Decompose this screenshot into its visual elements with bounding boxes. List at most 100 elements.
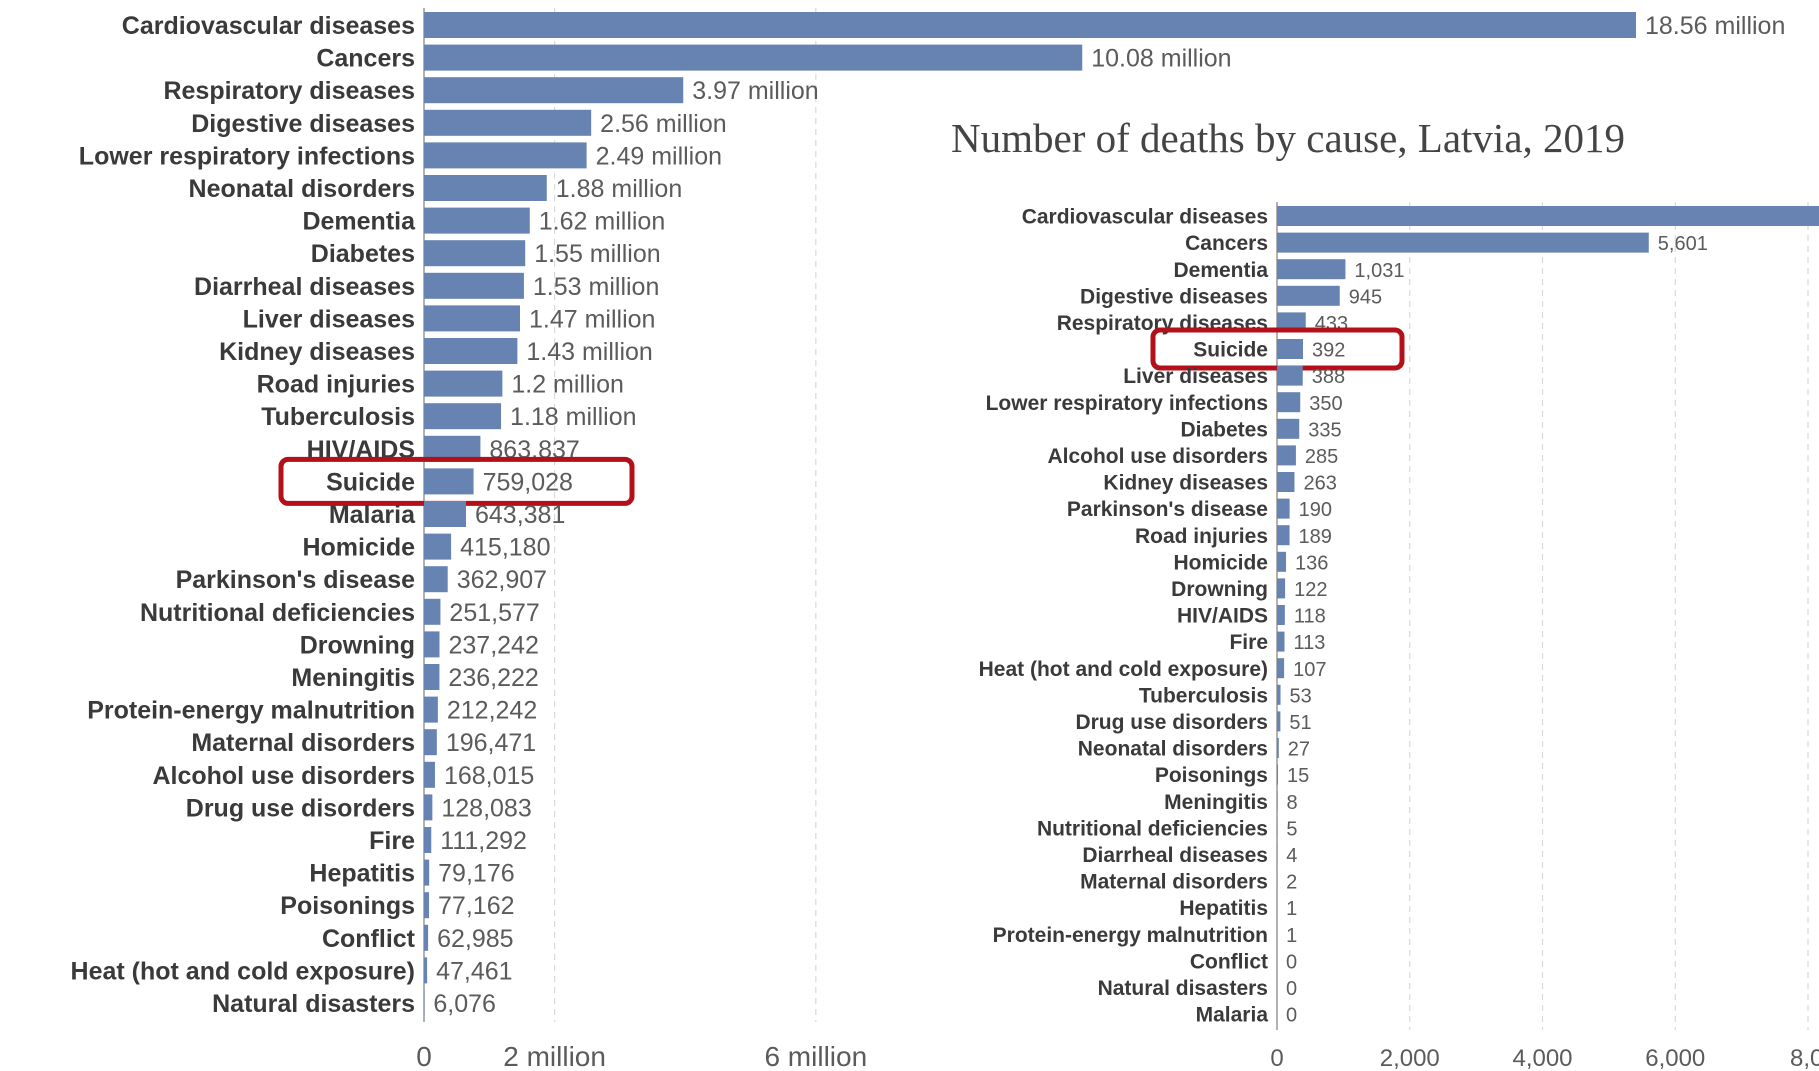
category-label: Liver diseases	[243, 305, 415, 333]
value-label: 388	[1312, 366, 1345, 388]
bar	[424, 566, 448, 593]
bar	[424, 598, 441, 625]
bar	[1277, 472, 1295, 492]
value-label: 1,031	[1354, 260, 1404, 282]
value-label: 8	[1287, 792, 1298, 814]
category-label: Parkinson's disease	[176, 566, 416, 594]
value-label: 15	[1287, 765, 1309, 787]
value-label: 350	[1309, 393, 1342, 415]
value-label: 415,180	[460, 534, 550, 562]
bar	[424, 272, 524, 299]
category-label: Malaria	[1196, 1004, 1269, 1027]
category-label: Homicide	[302, 534, 415, 562]
category-label: Lower respiratory infections	[79, 142, 415, 170]
category-label: Liver diseases	[1123, 365, 1268, 388]
value-label: 1.88 million	[556, 175, 682, 203]
value-label: 18.56 million	[1645, 12, 1785, 40]
value-label: 392	[1312, 340, 1345, 362]
bar	[424, 338, 518, 364]
value-label: 285	[1305, 446, 1338, 468]
value-label: 53	[1290, 685, 1312, 707]
value-label: 4	[1286, 845, 1297, 867]
category-label: Suicide	[1193, 339, 1268, 362]
bar	[424, 109, 592, 136]
bar	[1277, 418, 1300, 439]
bar	[1277, 285, 1340, 306]
value-label: 2	[1286, 872, 1297, 894]
bar	[1277, 392, 1301, 413]
category-label: Nutritional deficiencies	[1037, 817, 1268, 840]
category-label: Natural disasters	[1098, 977, 1268, 1000]
bar	[1277, 711, 1281, 732]
bar	[424, 696, 438, 723]
value-label: 189	[1299, 526, 1332, 548]
value-label: 3.97 million	[692, 77, 818, 105]
bar	[424, 403, 502, 430]
category-label: Alcohol use disorders	[1047, 445, 1268, 468]
category-label: Dementia	[1173, 259, 1268, 282]
bar	[424, 305, 520, 332]
category-label: Drowning	[300, 631, 415, 659]
category-label: Diabetes	[1180, 418, 1268, 441]
category-label: Hepatitis	[309, 860, 415, 888]
value-label: 107	[1293, 659, 1326, 681]
bar	[1277, 525, 1290, 546]
bar	[1277, 631, 1285, 652]
category-label: Road injuries	[1135, 525, 1268, 548]
value-label: 136	[1295, 552, 1328, 574]
bar	[424, 794, 433, 821]
category-label: Diabetes	[311, 240, 415, 268]
bar	[424, 142, 587, 169]
x-tick-label: 4,000	[1512, 1045, 1572, 1071]
category-label: Maternal disorders	[1080, 871, 1268, 894]
latvia-deaths-chart: Number of deaths by cause, Latvia, 2019 …	[951, 115, 1819, 1071]
value-label: 263	[1303, 473, 1336, 495]
value-label: 1.62 million	[539, 208, 665, 236]
category-label: Protein-energy malnutrition	[87, 697, 415, 725]
category-label: Conflict	[1190, 950, 1268, 973]
category-label: Road injuries	[257, 371, 415, 399]
x-tick-label: 2,000	[1380, 1045, 1440, 1071]
bar	[424, 859, 430, 886]
value-label: 128,083	[441, 794, 531, 822]
x-tick-label: 0	[1270, 1045, 1283, 1071]
value-label: 2.49 million	[596, 142, 722, 170]
category-label: Lower respiratory infections	[986, 392, 1268, 415]
value-label: 118	[1294, 606, 1326, 628]
bar	[1277, 445, 1296, 466]
value-label: 62,985	[437, 925, 513, 953]
category-label: Malaria	[329, 501, 416, 529]
value-label: 51	[1289, 712, 1311, 734]
category-label: Nutritional deficiencies	[140, 599, 415, 627]
category-label: Poisonings	[280, 892, 415, 920]
category-label: Conflict	[322, 925, 416, 953]
value-label: 5	[1286, 818, 1297, 840]
category-label: Maternal disorders	[191, 729, 415, 757]
bar	[1277, 684, 1281, 705]
bar	[424, 207, 530, 234]
category-label: Suicide	[326, 468, 415, 496]
bar	[1277, 578, 1286, 599]
bar	[424, 501, 467, 527]
value-label: 643,381	[475, 501, 565, 529]
value-label: 237,242	[448, 631, 538, 659]
category-label: Diarrheal diseases	[1082, 844, 1268, 867]
value-label: 79,176	[438, 860, 514, 888]
value-label: 1.47 million	[529, 305, 655, 333]
value-label: 1.53 million	[533, 273, 659, 301]
category-label: Neonatal disorders	[1078, 738, 1268, 761]
category-label: Diarrheal diseases	[194, 273, 415, 301]
category-label: Kidney diseases	[219, 338, 415, 366]
bar	[1277, 312, 1306, 333]
category-label: Digestive diseases	[1080, 285, 1268, 308]
category-label: Dementia	[302, 208, 416, 236]
x-tick-label: 2 million	[503, 1041, 606, 1071]
value-label: 2.56 million	[600, 110, 726, 138]
category-label: Meningitis	[1164, 791, 1268, 814]
category-label: Cardiovascular diseases	[1022, 206, 1268, 229]
bar	[1277, 339, 1304, 359]
bar	[1277, 764, 1278, 785]
value-label: 10.08 million	[1091, 45, 1231, 73]
category-label: Hepatitis	[1179, 897, 1268, 920]
